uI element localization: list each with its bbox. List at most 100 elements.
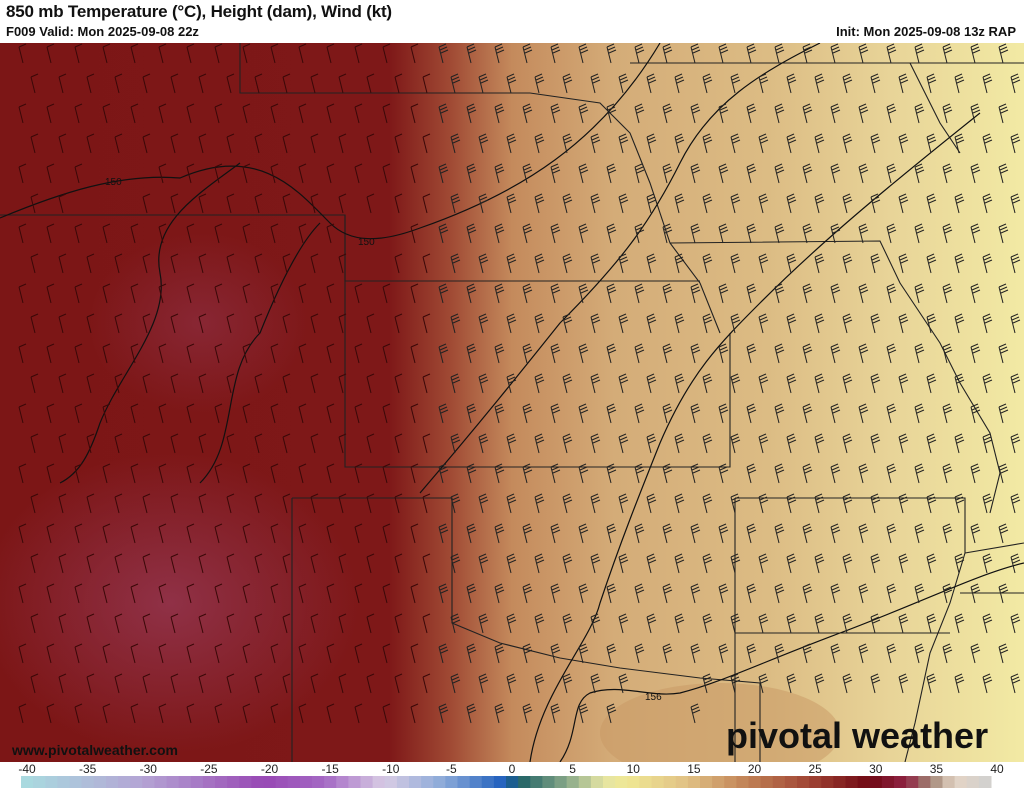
wind-barb <box>914 643 925 664</box>
wind-barb <box>634 283 645 304</box>
wind-barb <box>494 523 505 544</box>
wind-barb <box>830 283 841 304</box>
wind-barb <box>18 703 27 724</box>
wind-barb <box>858 223 869 244</box>
colorbar-cell <box>700 776 713 788</box>
wind-barb <box>954 433 965 454</box>
wind-barb <box>214 43 223 64</box>
wind-barb <box>226 613 235 634</box>
wind-barb <box>242 343 251 364</box>
wind-barb <box>998 523 1009 544</box>
wind-barb <box>18 643 27 664</box>
wind-barb <box>998 43 1009 64</box>
wind-barb <box>494 403 505 424</box>
colorbar-tick-label: 40 <box>990 762 1004 776</box>
wind-barb <box>466 103 477 124</box>
wind-barb <box>170 373 179 394</box>
wind-barb <box>410 403 419 424</box>
colorbar-cell <box>360 776 374 788</box>
wind-barb <box>830 643 841 664</box>
wind-barb <box>970 523 981 544</box>
wind-barb <box>158 523 167 544</box>
wind-barb <box>366 553 375 574</box>
wind-barb <box>786 553 797 574</box>
wind-barb <box>226 313 235 334</box>
wind-barb <box>438 343 449 364</box>
wind-barb <box>506 133 517 154</box>
wind-barb <box>618 553 629 574</box>
wind-barb <box>690 223 701 244</box>
wind-barb <box>926 433 937 454</box>
wind-barb <box>214 163 223 184</box>
wind-barb <box>662 523 673 544</box>
wind-barb <box>758 373 769 394</box>
wind-barb <box>634 343 645 364</box>
wind-barb <box>46 43 55 64</box>
wind-barb <box>1010 253 1021 274</box>
wind-barb <box>690 103 701 124</box>
wind-barb <box>86 253 95 274</box>
wind-barb <box>702 673 713 694</box>
wind-barb <box>786 493 797 514</box>
wind-barb <box>438 103 449 124</box>
wind-barb <box>590 673 601 694</box>
wind-barb <box>718 223 729 244</box>
wind-barb <box>534 493 545 514</box>
wind-barb <box>282 673 291 694</box>
wind-barb <box>366 493 375 514</box>
colorbar-cell <box>918 776 931 788</box>
wind-barb <box>254 493 263 514</box>
wind-barb <box>802 103 813 124</box>
wind-barb <box>18 283 27 304</box>
wind-barb <box>102 283 111 304</box>
wind-barb <box>1010 133 1021 154</box>
wind-barb <box>438 43 449 64</box>
wind-barb <box>326 223 335 244</box>
wind-barb <box>830 583 841 604</box>
wind-barb <box>450 613 461 634</box>
wind-barb <box>422 613 431 634</box>
wind-barb <box>450 73 461 94</box>
wind-barb <box>46 463 55 484</box>
wind-barb <box>898 193 909 214</box>
wind-barb <box>982 433 993 454</box>
wind-barb <box>674 193 685 214</box>
wind-barb <box>870 673 881 694</box>
wind-barb <box>354 403 363 424</box>
wind-barb <box>606 283 617 304</box>
wind-barb <box>270 43 279 64</box>
wind-barb <box>466 283 477 304</box>
wind-barb <box>814 493 825 514</box>
wind-barb <box>606 703 617 724</box>
wind-barb <box>746 163 757 184</box>
wind-barb <box>690 523 701 544</box>
wind-barb <box>326 343 335 364</box>
wind-barb <box>942 103 953 124</box>
wind-barb <box>898 253 909 274</box>
wind-barb <box>46 163 55 184</box>
wind-barb <box>46 643 55 664</box>
wind-barb <box>730 553 741 574</box>
wind-barb <box>282 493 291 514</box>
wind-barb <box>634 583 645 604</box>
wind-barb <box>466 343 477 364</box>
colorbar-cell <box>760 776 774 788</box>
wind-barb <box>74 223 83 244</box>
wind-barb <box>282 193 291 214</box>
wind-barb <box>942 403 953 424</box>
wind-barb <box>562 433 573 454</box>
colorbar-cell <box>287 776 301 788</box>
wind-barb <box>186 223 195 244</box>
wind-barb <box>394 673 403 694</box>
colorbar-cell <box>396 776 410 788</box>
colorbar-tick-label: -25 <box>200 762 218 776</box>
colorbar-cell <box>797 776 810 788</box>
wind-barb <box>746 583 757 604</box>
colorbar-cell <box>33 776 46 788</box>
wind-barb <box>522 103 533 124</box>
wind-barb <box>494 103 505 124</box>
wind-barb <box>634 403 645 424</box>
wind-barb <box>730 373 741 394</box>
colorbar-cell <box>687 776 701 788</box>
wind-barb <box>382 43 391 64</box>
